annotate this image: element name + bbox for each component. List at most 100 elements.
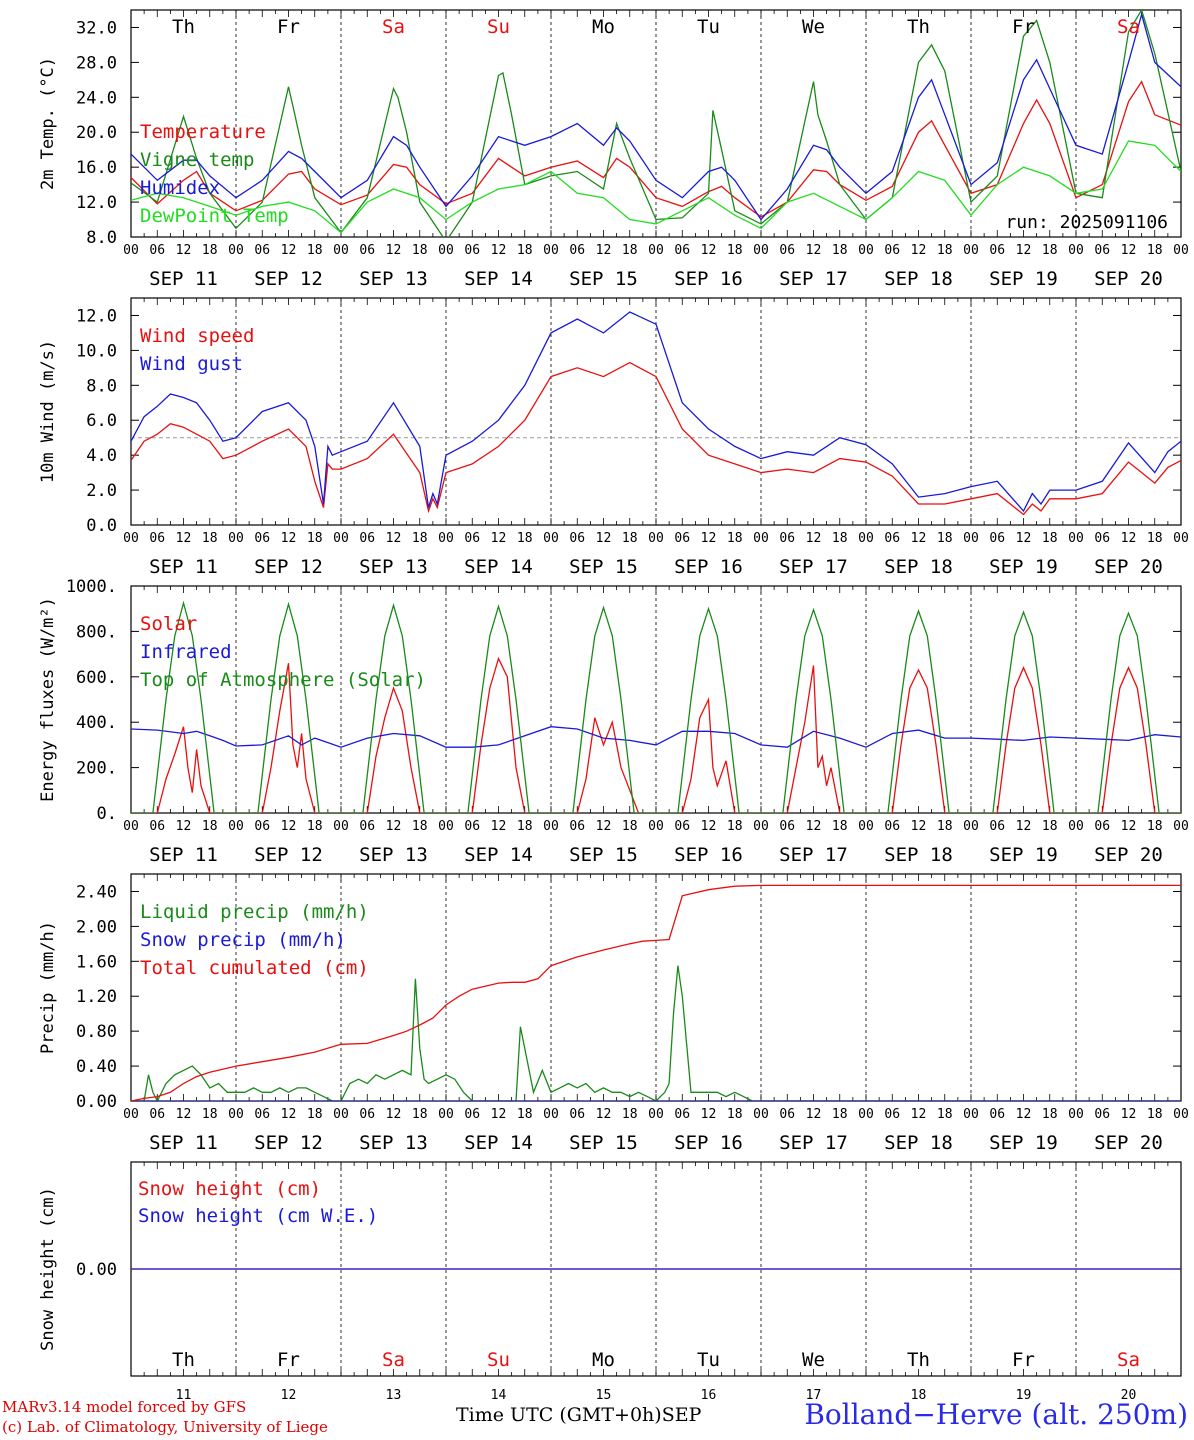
legend-entry: Total cumulated (cm) (140, 957, 369, 979)
day-of-week-label: Th (172, 1349, 195, 1371)
legend-entry: DewPoint Temp (140, 205, 289, 227)
day-of-week-label: Tu (697, 16, 720, 38)
day-of-week-label: Th (172, 16, 195, 38)
legend-entry: Top of Atmosphere (Solar) (140, 669, 426, 691)
series-line-solar (131, 656, 1181, 813)
hour-tick-label: 00 (858, 819, 874, 834)
hour-tick-label: 18 (937, 1107, 953, 1122)
hour-tick-label: 06 (464, 531, 480, 546)
y-tick-label: 16.0 (76, 158, 117, 178)
y-tick-label: 0.80 (76, 1022, 117, 1042)
hour-tick-label: 00 (858, 243, 874, 258)
hour-tick-label: 06 (884, 819, 900, 834)
hour-tick-label: 06 (989, 1107, 1005, 1122)
date-label: SEP 14 (464, 1132, 533, 1154)
hour-tick-label: 06 (149, 819, 165, 834)
hour-tick-label: 18 (517, 531, 533, 546)
hour-tick-label: 06 (569, 243, 585, 258)
hour-tick-label: 12 (806, 1107, 822, 1122)
hour-tick-label: 12 (491, 819, 507, 834)
hour-tick-label: 06 (779, 819, 795, 834)
hour-tick-label: 00 (123, 1107, 139, 1122)
hour-tick-label: 18 (937, 531, 953, 546)
hour-tick-label: 12 (1121, 1107, 1137, 1122)
y-tick-label: 24.0 (76, 88, 117, 108)
date-label: SEP 17 (779, 1132, 848, 1154)
y-tick-label: 8.0 (86, 376, 117, 396)
hour-tick-label: 12 (281, 1107, 297, 1122)
hour-tick-label: 00 (333, 531, 349, 546)
hour-tick-label: 12 (701, 819, 717, 834)
series-line-dewpoint-temp (131, 140, 1181, 234)
series-line-total-cumulated-cm- (131, 884, 1181, 1101)
hour-tick-label: 18 (937, 243, 953, 258)
day-of-week-label: Tu (697, 1349, 720, 1371)
hour-tick-label: 18 (517, 819, 533, 834)
legend-entry: Snow precip (mm/h) (140, 929, 346, 951)
y-axis-title: Energy fluxes (W/m²) (38, 597, 58, 802)
date-label: SEP 15 (569, 844, 638, 866)
day-number-label: 18 (911, 1388, 927, 1403)
hour-tick-label: 00 (963, 243, 979, 258)
hour-tick-label: 12 (386, 819, 402, 834)
hour-tick-label: 18 (727, 531, 743, 546)
hour-tick-label: 00 (543, 819, 559, 834)
hour-tick-label: 18 (412, 531, 428, 546)
date-label: SEP 15 (569, 1132, 638, 1154)
date-label: SEP 16 (674, 1132, 743, 1154)
hour-tick-label: 06 (989, 531, 1005, 546)
series-line-temperature (131, 80, 1181, 218)
date-label: SEP 14 (464, 268, 533, 290)
hour-tick-label: 00 (753, 819, 769, 834)
day-number-label: 11 (176, 1388, 192, 1403)
day-of-week-label: Mo (592, 1349, 615, 1371)
series-line-vigne-temp (131, 10, 1181, 237)
y-axis-title: Snow height (cm) (38, 1187, 58, 1351)
date-label: SEP 12 (254, 556, 323, 578)
date-label: SEP 13 (359, 556, 428, 578)
date-label: SEP 13 (359, 1132, 428, 1154)
panel-energy: 0. 200. 400. 600. 800. 1000. Energy fluxes (W/… (38, 577, 1189, 866)
hour-tick-label: 06 (254, 819, 270, 834)
hour-tick-label: 00 (1068, 819, 1084, 834)
hour-tick-label: 18 (412, 1107, 428, 1122)
panel-wind: 0.0 2.0 4.0 6.0 8.0 10.0 12.0 10m Wind (m/s) Win… (38, 297, 1189, 578)
hour-tick-label: 18 (202, 243, 218, 258)
hour-tick-label: 06 (884, 243, 900, 258)
hour-tick-label: 00 (543, 243, 559, 258)
date-label: SEP 20 (1094, 844, 1163, 866)
hour-tick-label: 18 (727, 1107, 743, 1122)
hour-tick-label: 00 (438, 819, 454, 834)
panel-precip: 0.00 0.40 0.80 1.20 1.60 2.00 2.40 Precip (mm/h… (38, 873, 1189, 1154)
hour-tick-label: 12 (1016, 243, 1032, 258)
series-line-wind-speed (131, 361, 1181, 516)
hour-tick-label: 18 (1042, 1107, 1058, 1122)
x-axis-month: SEP (661, 1404, 702, 1426)
hour-tick-label: 18 (412, 819, 428, 834)
hour-tick-label: 12 (491, 531, 507, 546)
y-tick-label: 0.0 (86, 516, 117, 536)
hour-tick-label: 12 (176, 243, 192, 258)
model-credit: MARv3.14 model forced by GFS (2, 1398, 247, 1416)
legend-entry: Humidex (140, 177, 220, 199)
hour-tick-label: 00 (963, 1107, 979, 1122)
hour-tick-label: 12 (701, 531, 717, 546)
y-tick-label: 1000. (66, 577, 117, 597)
hour-tick-label: 12 (596, 819, 612, 834)
day-number-label: 13 (386, 1388, 402, 1403)
date-label: SEP 11 (149, 1132, 218, 1154)
date-label: SEP 20 (1094, 556, 1163, 578)
series-line-wind-gust (131, 311, 1181, 513)
legend-entry: Snow height (cm W.E.) (138, 1205, 378, 1227)
hour-tick-label: 00 (543, 531, 559, 546)
hour-tick-label: 18 (1042, 531, 1058, 546)
hour-tick-label: 12 (806, 531, 822, 546)
day-of-week-label: Sa (1117, 1349, 1140, 1371)
hour-tick-label: 00 (858, 531, 874, 546)
hour-tick-label: 00 (438, 1107, 454, 1122)
hour-tick-label: 06 (1094, 819, 1110, 834)
hour-tick-label: 18 (622, 531, 638, 546)
hour-tick-label: 00 (228, 1107, 244, 1122)
day-of-week-label: Sa (382, 16, 405, 38)
legend-entry: Wind gust (140, 353, 243, 375)
